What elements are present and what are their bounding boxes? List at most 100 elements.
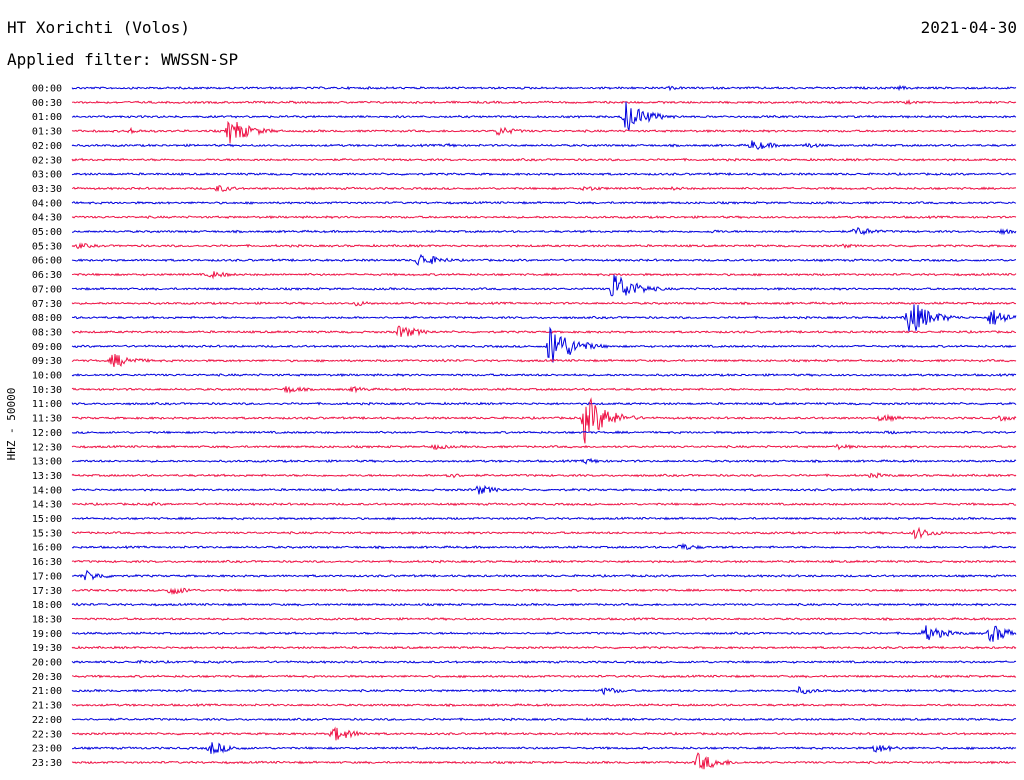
time-label-0130: 01:30: [32, 127, 62, 138]
trace-row-0730: [71, 300, 1017, 307]
time-label-0230: 02:30: [32, 155, 62, 166]
time-label-0900: 09:00: [32, 342, 62, 353]
time-label-1500: 15:00: [32, 514, 62, 525]
time-label-0400: 04:00: [32, 198, 62, 209]
time-label-0530: 05:30: [32, 241, 62, 252]
time-label-1200: 12:00: [32, 428, 62, 439]
time-label-0430: 04:30: [32, 213, 62, 224]
time-label-1700: 17:00: [32, 571, 62, 582]
time-label-0700: 07:00: [32, 284, 62, 295]
trace-row-2300: [71, 742, 1017, 755]
trace-row-1530: [71, 526, 1017, 540]
time-label-1800: 18:00: [32, 600, 62, 611]
trace-row-1830: [71, 616, 1017, 622]
time-label-2330: 23:30: [32, 758, 62, 769]
date-label: 2021-04-30: [920, 18, 1017, 37]
time-label-1030: 10:30: [32, 385, 62, 396]
time-label-0630: 06:30: [32, 270, 62, 281]
time-label-1230: 12:30: [32, 442, 62, 453]
trace-row-0800: [71, 304, 1017, 332]
time-label-0800: 08:00: [32, 313, 62, 324]
trace-row-2130: [71, 703, 1017, 708]
trace-row-1500: [71, 516, 1017, 521]
trace-row-0700: [71, 274, 1017, 297]
station-title: HT Xorichti (Volos): [7, 18, 191, 37]
trace-row-0630: [71, 271, 1017, 280]
time-label-1100: 11:00: [32, 399, 62, 410]
trace-row-1630: [71, 559, 1017, 564]
time-label-2100: 21:00: [32, 686, 62, 697]
trace-row-1600: [71, 542, 1017, 550]
trace-row-1200: [71, 430, 1017, 435]
time-label-2000: 20:00: [32, 658, 62, 669]
time-label-0600: 06:00: [32, 256, 62, 267]
time-label-0930: 09:30: [32, 356, 62, 367]
trace-row-2000: [71, 659, 1017, 665]
trace-row-1430: [71, 501, 1017, 507]
time-label-1130: 11:30: [32, 414, 62, 425]
trace-row-1000: [71, 372, 1017, 378]
trace-row-0400: [71, 200, 1017, 205]
time-label-0330: 03:30: [32, 184, 62, 195]
time-label-0030: 00:30: [32, 98, 62, 109]
trace-row-0830: [71, 325, 1017, 337]
time-label-1430: 14:30: [32, 500, 62, 511]
trace-row-0500: [72, 226, 1017, 236]
filter-label: Applied filter: WWSSN-SP: [7, 50, 239, 69]
trace-row-0530: [71, 242, 1017, 250]
trace-row-2100: [71, 685, 1017, 696]
time-label-1300: 13:00: [32, 457, 62, 468]
trace-row-1930: [71, 645, 1017, 650]
trace-row-0900: [71, 326, 1017, 363]
trace-row-2230: [71, 726, 1017, 741]
trace-row-0300: [71, 171, 1017, 177]
trace-row-1900: [71, 625, 1017, 643]
time-label-1530: 15:30: [32, 528, 62, 539]
trace-row-1030: [71, 385, 1017, 394]
trace-row-0230: [71, 157, 1017, 162]
time-label-1930: 19:30: [32, 643, 62, 654]
trace-row-2330: [71, 752, 1016, 770]
trace-row-1700: [71, 569, 1017, 581]
trace-row-1100: [71, 401, 1017, 406]
time-label-1830: 18:30: [32, 614, 62, 625]
trace-row-1130: [71, 397, 1017, 444]
trace-row-2030: [71, 674, 1017, 679]
time-label-1330: 13:30: [32, 471, 62, 482]
time-label-2230: 22:30: [32, 729, 62, 740]
time-label-0300: 03:00: [32, 170, 62, 181]
time-label-2200: 22:00: [32, 715, 62, 726]
time-label-1730: 17:30: [32, 586, 62, 597]
trace-row-1300: [71, 457, 1017, 465]
trace-row-0000: [71, 84, 1017, 92]
time-label-1400: 14:00: [32, 485, 62, 496]
trace-row-1800: [71, 602, 1017, 607]
time-label-0830: 08:30: [32, 327, 62, 338]
time-label-2300: 23:00: [32, 744, 62, 755]
time-label-0730: 07:30: [32, 299, 62, 310]
trace-row-2200: [71, 717, 1017, 722]
trace-row-0100: [71, 101, 1017, 131]
time-label-0500: 05:00: [32, 227, 62, 238]
time-label-0200: 02:00: [32, 141, 62, 152]
trace-row-1230: [71, 443, 1017, 451]
trace-row-1400: [71, 484, 1017, 495]
time-label-0100: 01:00: [32, 112, 62, 123]
trace-row-1330: [71, 472, 1017, 479]
time-label-2030: 20:30: [32, 672, 62, 683]
time-label-1630: 16:30: [32, 557, 62, 568]
trace-row-0600: [71, 253, 1017, 266]
trace-row-0330: [71, 185, 1017, 193]
trace-row-0130: [71, 120, 1017, 144]
time-label-1000: 10:00: [32, 371, 62, 382]
trace-row-0430: [71, 215, 1017, 220]
trace-row-1730: [71, 587, 1017, 596]
trace-row-0200: [71, 140, 1017, 151]
time-label-1600: 16:00: [32, 543, 62, 554]
time-label-1900: 19:00: [32, 629, 62, 640]
trace-row-0030: [71, 99, 1017, 105]
time-label-0000: 00:00: [32, 84, 62, 95]
trace-row-0930: [71, 354, 1017, 368]
time-label-2130: 21:30: [32, 701, 62, 712]
